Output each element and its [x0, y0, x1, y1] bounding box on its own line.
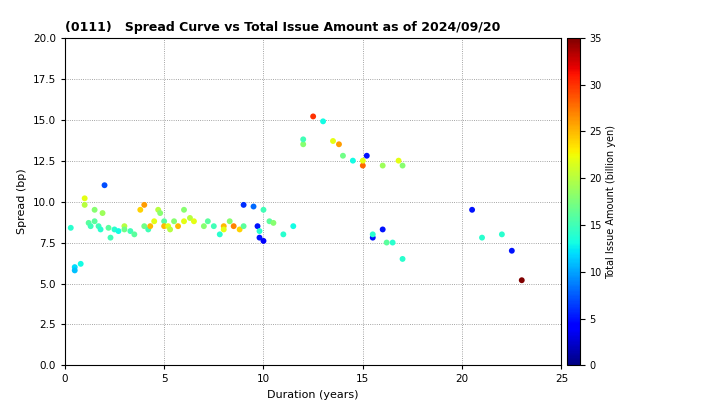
Point — [476, 234, 487, 241]
X-axis label: Duration (years): Duration (years) — [267, 390, 359, 400]
Point — [119, 223, 130, 229]
Point — [119, 226, 130, 233]
Point — [202, 218, 214, 225]
Point — [253, 234, 265, 241]
Point — [287, 223, 299, 229]
Point — [154, 210, 166, 216]
Point — [218, 223, 230, 229]
Y-axis label: Spread (bp): Spread (bp) — [17, 169, 27, 234]
Point — [333, 141, 345, 147]
Point — [253, 228, 265, 234]
Point — [109, 226, 120, 233]
Point — [179, 207, 190, 213]
Point — [228, 223, 240, 229]
Point — [138, 202, 150, 208]
Point — [93, 223, 104, 229]
Point — [357, 157, 369, 164]
Point — [357, 162, 369, 169]
Point — [218, 226, 230, 233]
Point — [377, 226, 389, 233]
Point — [184, 215, 196, 221]
Point — [172, 223, 184, 229]
Point — [258, 207, 269, 213]
Point — [496, 231, 508, 238]
Point — [361, 152, 372, 159]
Point — [307, 113, 319, 120]
Point — [506, 247, 518, 254]
Point — [89, 207, 100, 213]
Point — [318, 118, 329, 125]
Point — [162, 223, 174, 229]
Point — [158, 218, 170, 225]
Point — [148, 218, 160, 225]
Point — [83, 220, 94, 226]
Point — [153, 207, 164, 213]
Point — [65, 224, 76, 231]
Point — [69, 267, 81, 274]
Point — [393, 157, 405, 164]
Point — [113, 228, 125, 234]
Point — [347, 157, 359, 164]
Point — [238, 202, 249, 208]
Point — [168, 218, 180, 225]
Point — [264, 218, 275, 225]
Point — [238, 223, 249, 229]
Point — [252, 223, 264, 229]
Point — [138, 223, 150, 229]
Point — [79, 195, 91, 202]
Point — [214, 231, 225, 238]
Point — [208, 223, 220, 229]
Point — [158, 223, 170, 229]
Point — [95, 226, 107, 233]
Point — [516, 277, 528, 284]
Point — [145, 223, 156, 229]
Point — [367, 231, 379, 238]
Point — [103, 224, 114, 231]
Point — [198, 223, 210, 229]
Point — [89, 218, 100, 225]
Point — [248, 203, 259, 210]
Point — [85, 223, 96, 229]
Point — [125, 228, 136, 234]
Point — [69, 264, 81, 270]
Point — [328, 138, 339, 144]
Point — [297, 141, 309, 147]
Point — [234, 226, 246, 233]
Point — [104, 234, 116, 241]
Point — [135, 207, 146, 213]
Point — [297, 136, 309, 143]
Point — [143, 226, 154, 233]
Point — [164, 226, 176, 233]
Point — [381, 239, 392, 246]
Point — [467, 207, 478, 213]
Point — [75, 260, 86, 267]
Point — [188, 218, 199, 225]
Point — [397, 255, 408, 262]
Point — [99, 182, 110, 189]
Point — [224, 218, 235, 225]
Point — [367, 234, 379, 241]
Point — [377, 162, 389, 169]
Text: (0111)   Spread Curve vs Total Issue Amount as of 2024/09/20: (0111) Spread Curve vs Total Issue Amoun… — [65, 21, 500, 34]
Point — [397, 162, 408, 169]
Point — [387, 239, 398, 246]
Point — [79, 202, 91, 208]
Point — [129, 231, 140, 238]
Point — [96, 210, 108, 216]
Point — [268, 220, 279, 226]
Point — [278, 231, 289, 238]
Y-axis label: Total Issue Amount (billion yen): Total Issue Amount (billion yen) — [606, 125, 616, 278]
Point — [337, 152, 348, 159]
Point — [258, 238, 269, 244]
Point — [179, 218, 190, 225]
